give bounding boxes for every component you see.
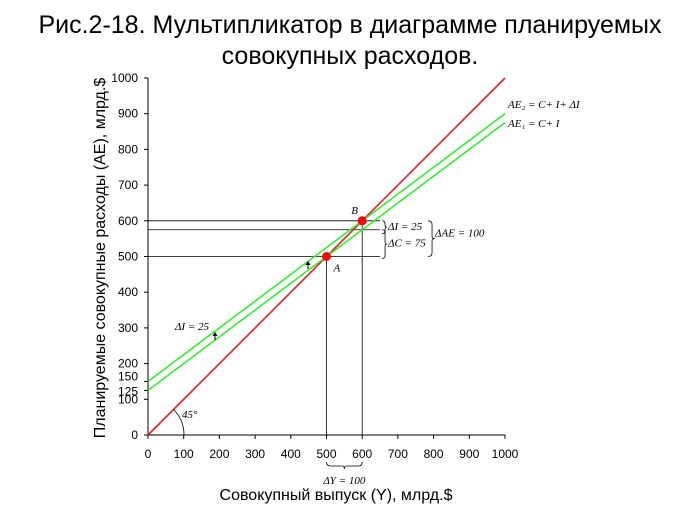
brace-delta-c [382, 229, 388, 259]
angle-arc [173, 409, 185, 436]
delta-i-right-label: ΔI = 25 [387, 221, 423, 233]
brace-delta-ae [428, 220, 436, 257]
x-tick-label: 400 [281, 447, 301, 461]
series-line-2 [147, 113, 506, 383]
delta-ae-label: ΔAE = 100 [434, 228, 485, 240]
y-tick-label: 800 [118, 142, 138, 156]
delta-i-left-label: ΔI = 25 [174, 321, 210, 333]
shift-arrow-left-head [212, 332, 218, 336]
y-tick-label: 100 [118, 392, 138, 406]
ae1-label: AE₁ = C+ I [507, 118, 561, 130]
x-tick-label: 100 [174, 447, 194, 461]
title-line-1: Рис.2-18. Мультипликатор в диаграмме пла… [38, 11, 662, 39]
y-tick-label-extra: 150 [118, 369, 138, 383]
angle-label: 45° [182, 409, 198, 421]
chart-title: Рис.2-18. Мультипликатор в диаграмме пла… [0, 10, 700, 72]
x-tick-label: 300 [245, 447, 265, 461]
delta-c-label: ΔC = 75 [387, 238, 426, 250]
x-tick-label: 700 [388, 447, 408, 461]
y-tick-label-extra: 125 [118, 384, 138, 398]
brace-delta-y [326, 461, 363, 470]
title-line-2: совокупных расходов. [221, 42, 479, 70]
x-tick-label: 500 [316, 447, 336, 461]
y-tick-label: 1000 [111, 71, 138, 85]
x-tick-label: 200 [209, 447, 229, 461]
y-tick-label: 0 [131, 428, 138, 442]
y-tick-label: 500 [118, 250, 138, 264]
y-tick-label: 300 [118, 321, 138, 335]
y-axis-label: Планируемые совокупные расходы (AE), млр… [92, 78, 109, 439]
x-tick-label: 1000 [492, 447, 519, 461]
y-tick-label: 700 [118, 178, 138, 192]
point-a [322, 252, 331, 261]
y-tick-label: 200 [118, 357, 138, 371]
x-tick-label: 800 [424, 447, 444, 461]
delta-y-label: ΔY = 100 [322, 475, 365, 487]
shift-arrow-right-head [305, 261, 311, 265]
y-tick-label: 400 [118, 285, 138, 299]
y-tick-label: 600 [118, 214, 138, 228]
point-b [357, 216, 367, 226]
point-label-a: A [333, 263, 341, 275]
y-tick-label: 900 [118, 107, 138, 121]
x-tick-label: 0 [145, 447, 152, 461]
ae2-label: AE₂ = C+ I+ ΔI [507, 99, 581, 111]
x-axis-label: Совокупный выпуск (Y), млрд.$ [220, 487, 453, 504]
point-label-b: B [351, 205, 358, 217]
x-tick-label: 900 [459, 447, 479, 461]
x-tick-label: 600 [352, 447, 372, 461]
